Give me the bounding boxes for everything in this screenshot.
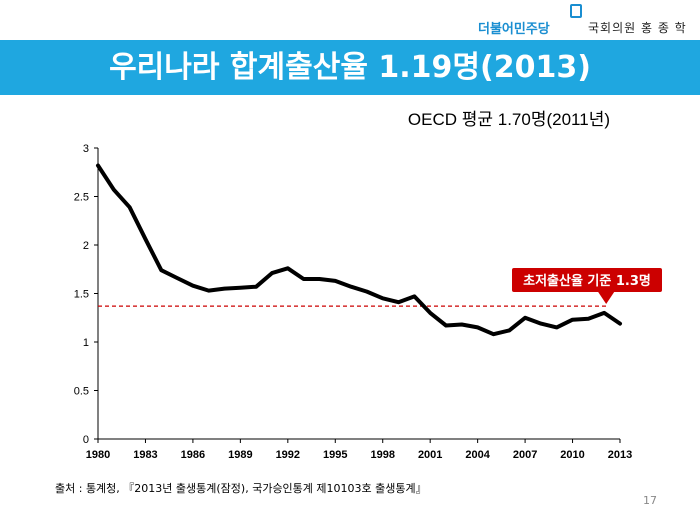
party-name: 더불어민주당: [478, 22, 550, 37]
data-point: [349, 285, 353, 289]
data-point: [143, 237, 148, 241]
y-tick-label: 1.5: [74, 289, 89, 301]
data-point: [175, 276, 179, 280]
data-point: [586, 317, 590, 321]
oecd-average-note: OECD 평균 1.70명(2011년): [407, 110, 610, 129]
y-tick-label: 0: [83, 434, 89, 446]
threshold-label: 초저출산율 기준 1.3명: [523, 273, 651, 289]
data-point: [539, 321, 543, 326]
data-point: [333, 279, 337, 283]
x-tick-label: 2013: [608, 449, 632, 461]
data-point: [428, 311, 432, 315]
member-name: 국회의원 홍 종 학: [588, 21, 687, 35]
y-tick-label: 2: [83, 240, 89, 252]
data-point: [365, 289, 369, 294]
party-logo: 더불어민주당 국회의원 홍 종 학: [478, 4, 698, 37]
y-tick-label: 3: [83, 143, 89, 155]
x-tick-label: 1980: [86, 449, 110, 461]
fertility-rate-line-chart: 0 0.5 1 1.5 2 2.5 3 1980 1983 1986 1989 1992 1995 199…: [74, 143, 662, 461]
data-point: [570, 318, 575, 322]
data-point: [476, 325, 480, 330]
data-point: [96, 163, 100, 168]
data-point: [191, 284, 195, 288]
y-tick-label: 0.5: [74, 386, 89, 398]
y-tick-label: 2.5: [74, 192, 89, 204]
page-number: 17: [643, 494, 657, 507]
x-tick-label: 1986: [181, 449, 205, 461]
x-tick-label: 1983: [133, 449, 157, 461]
data-point: [159, 268, 163, 272]
slide-title: 우리나라 합계출산율 1.19명(2013): [109, 50, 591, 85]
data-point: [238, 286, 242, 290]
x-tick-label: 2010: [560, 449, 584, 461]
threshold-callout: [512, 268, 662, 292]
data-point: [302, 277, 306, 281]
data-point: [381, 296, 385, 300]
data-point: [128, 205, 132, 209]
data-point: [270, 271, 274, 275]
data-point: [507, 328, 511, 332]
x-tick-label: 2004: [465, 449, 490, 461]
x-tick-label: 2007: [513, 449, 537, 461]
callout-pointer: [598, 292, 615, 304]
data-point: [444, 323, 448, 328]
fertility-rate-line: [96, 163, 622, 337]
title-bar: 우리나라 합계출산율 1.19명(2013): [0, 40, 700, 95]
data-point: [286, 266, 290, 270]
y-tick-label: 1: [83, 337, 89, 349]
data-point: [618, 321, 622, 326]
data-point: [412, 294, 416, 299]
x-tick-label: 1998: [370, 449, 394, 461]
source-citation: 출처 : 통계청, 『2013년 출생통계(잠정), 국가승인통계 제10103…: [55, 482, 427, 495]
x-tick-label: 2001: [418, 449, 442, 461]
data-point: [523, 316, 527, 320]
data-point: [207, 288, 211, 293]
data-point: [602, 311, 606, 315]
data-point: [396, 300, 401, 304]
data-point: [491, 332, 496, 336]
data-point: [317, 277, 322, 281]
data-point: [460, 322, 464, 327]
x-tick-label: 1989: [228, 449, 252, 461]
x-tick-label: 1995: [323, 449, 347, 461]
data-point: [254, 285, 258, 289]
data-point: [555, 325, 559, 330]
data-point: [222, 287, 227, 291]
x-tick-label: 1992: [276, 449, 300, 461]
data-point: [112, 188, 116, 192]
party-logo-icon: [570, 4, 582, 18]
